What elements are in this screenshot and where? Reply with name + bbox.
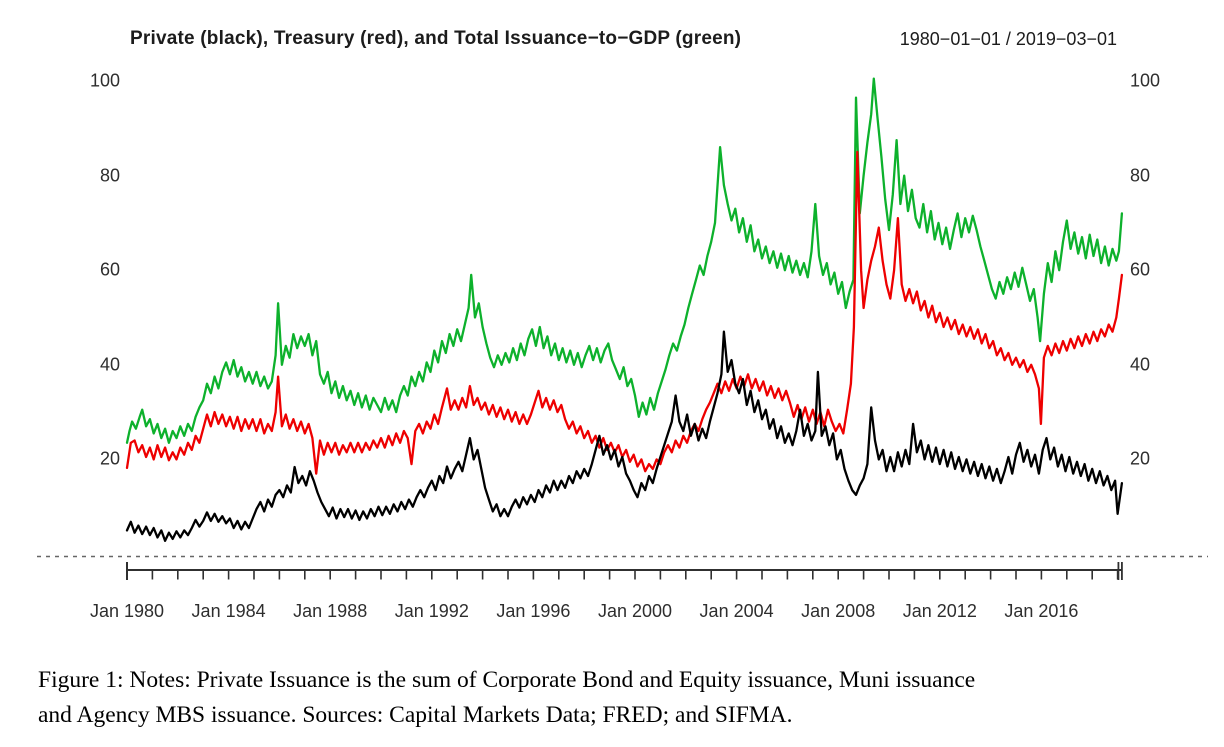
- y-tick-label-left: 60: [99, 259, 120, 280]
- y-tick-label-right: 60: [1130, 259, 1151, 280]
- y-tick-label-left: 80: [99, 165, 120, 186]
- y-tick-label-left: 40: [99, 354, 120, 375]
- x-tick-label: Jan 2004: [699, 601, 774, 621]
- series-private-line: [125, 330, 1124, 542]
- caption-line-2: and Agency MBS issuance. Sources: Capita…: [38, 702, 793, 728]
- y-tick-label-left: 100: [89, 70, 120, 91]
- series-treasury-line: [125, 150, 1124, 475]
- x-tick-label: Jan 2000: [597, 601, 673, 621]
- x-tick-label: Jan 1984: [191, 601, 266, 621]
- x-tick-label: Jan 2012: [902, 601, 977, 621]
- x-tick-label: Jan 1992: [394, 601, 469, 621]
- figure-caption: Figure 1: Notes: Private Issuance is the…: [38, 663, 975, 733]
- caption-line-1: Figure 1: Notes: Private Issuance is the…: [38, 667, 976, 693]
- y-tick-label-right: 20: [1130, 448, 1151, 469]
- y-tick-label-right: 80: [1130, 165, 1151, 186]
- x-tick-label: Jan 1988: [293, 601, 368, 621]
- x-tick-label: Jan 2008: [801, 601, 876, 621]
- series-total-line: [125, 77, 1124, 444]
- y-tick-label-right: 40: [1130, 354, 1151, 375]
- x-tick-label: Jan 2016: [1004, 601, 1079, 621]
- x-tick-label: Jan 1980: [89, 601, 165, 621]
- chart-title: Private (black), Treasury (red), and Tot…: [130, 28, 742, 49]
- x-tick-label: Jan 1996: [496, 601, 571, 621]
- chart-plot-area: [37, 77, 1208, 580]
- y-tick-label-left: 20: [99, 448, 120, 469]
- y-tick-label-right: 100: [1130, 70, 1161, 91]
- date-range-label: 1980−01−01 / 2019−03−01: [899, 29, 1117, 49]
